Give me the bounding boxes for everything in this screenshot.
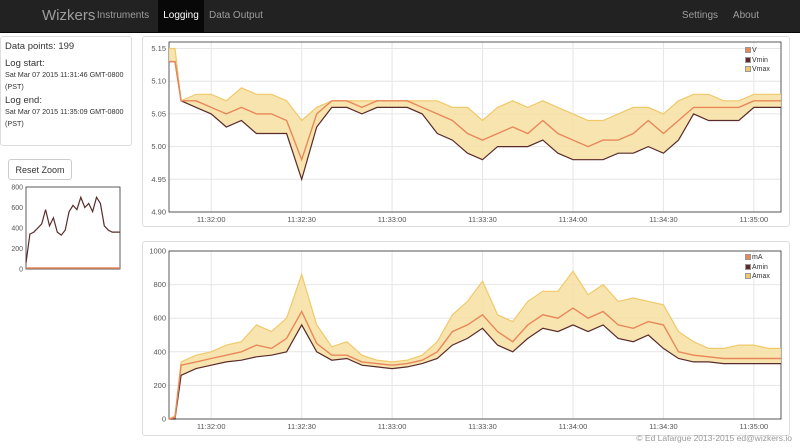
voltage-x-tick-label: 11:33:00 bbox=[378, 215, 407, 224]
legend-swatch-vmin bbox=[745, 56, 751, 63]
current-series-min bbox=[169, 323, 781, 420]
legend-label-ma: mA bbox=[752, 254, 763, 261]
current-chart[interactable]: 11:32:00 11:32:30 11:33:00 11:33:30 11:34:00… bbox=[143, 242, 791, 437]
footer-copyright: © Ed Lafargue 2013-2015 ed@wizkers.io bbox=[636, 433, 792, 443]
nav-data-output[interactable]: Data Output bbox=[209, 10, 263, 21]
legend-swatch-vmax bbox=[745, 66, 751, 72]
voltage-plot-frame bbox=[168, 41, 782, 213]
navbar: Wizkers Instruments Logging Data Output … bbox=[0, 0, 800, 33]
voltage-y-tick-label: 5.15 bbox=[151, 44, 166, 53]
current-y-tick-label: 800 bbox=[153, 280, 166, 289]
log-start-tz: (PST) bbox=[5, 82, 24, 91]
legend-label-amin: Amin bbox=[752, 263, 768, 271]
legend-swatch-amax bbox=[745, 273, 751, 279]
legend-swatch-v bbox=[745, 47, 751, 53]
overview-y-tick-label: 600 bbox=[11, 205, 23, 212]
current-x-tick-label: 11:35:00 bbox=[740, 422, 769, 431]
voltage-x-tick-label: 11:35:00 bbox=[740, 215, 769, 224]
voltage-x-tick-label: 11:32:30 bbox=[287, 215, 316, 224]
voltage-series-min bbox=[169, 61, 781, 182]
overview-series-line bbox=[25, 195, 120, 263]
current-y-tick-label: 200 bbox=[153, 381, 166, 390]
log-info-panel: Data points: 199 Log start: Sat Mar 07 2… bbox=[0, 36, 132, 146]
overview-chart[interactable]: 0 200 400 600 800 bbox=[0, 183, 124, 275]
legend-item-amin[interactable]: Amin bbox=[745, 263, 770, 273]
log-end-label: Log end: bbox=[5, 95, 42, 106]
voltage-legend: V Vmin Vmax bbox=[745, 46, 770, 75]
current-y-tick-label: 1000 bbox=[149, 247, 166, 256]
current-x-tick-label: 11:33:30 bbox=[468, 422, 497, 431]
log-end-tz: (PST) bbox=[5, 119, 24, 128]
voltage-chart-panel: 11:32:00 11:32:30 11:33:00 11:33:30 11:34:00… bbox=[142, 36, 790, 227]
current-y-tick-label: 400 bbox=[153, 347, 166, 356]
legend-item-vmin[interactable]: Vmin bbox=[745, 56, 770, 66]
current-x-tick-label: 11:32:30 bbox=[287, 422, 316, 431]
legend-label-vmax: Vmax bbox=[752, 66, 770, 73]
voltage-min-max-band bbox=[169, 48, 781, 180]
voltage-y-tick-label: 4.95 bbox=[151, 175, 166, 184]
overview-y-tick-label: 400 bbox=[11, 226, 23, 233]
voltage-y-tick-label: 5.10 bbox=[151, 77, 166, 86]
current-min-max-band bbox=[169, 271, 781, 419]
log-end-value: Sat Mar 07 2015 11:35:09 GMT-0800 bbox=[5, 107, 124, 116]
voltage-x-tick-label: 11:32:00 bbox=[197, 215, 226, 224]
current-x-tick-label: 11:33:00 bbox=[378, 422, 407, 431]
legend-label-amax: Amax bbox=[752, 273, 770, 280]
legend-item-ma[interactable]: mA bbox=[745, 253, 770, 263]
overview-y-tick-label: 800 bbox=[11, 185, 23, 192]
log-start-value: Sat Mar 07 2015 11:31:46 GMT-0800 bbox=[5, 70, 124, 79]
voltage-y-tick-label: 5.00 bbox=[151, 142, 166, 151]
legend-item-amax[interactable]: Amax bbox=[745, 272, 770, 282]
data-points-count: Data points: 199 bbox=[5, 41, 75, 52]
overview-y-tick-label: 0 bbox=[19, 267, 23, 274]
voltage-y-tick-label: 4.90 bbox=[151, 208, 166, 217]
current-x-tick-label: 11:34:30 bbox=[649, 422, 678, 431]
voltage-x-tick-label: 11:34:30 bbox=[649, 215, 678, 224]
voltage-y-tick-label: 5.05 bbox=[151, 109, 166, 118]
current-x-tick-label: 11:34:00 bbox=[559, 422, 588, 431]
current-legend: mA Amin Amax bbox=[745, 253, 770, 282]
current-series-max bbox=[168, 270, 781, 420]
current-y-tick-label: 0 bbox=[162, 415, 166, 424]
legend-swatch-ma bbox=[745, 254, 751, 260]
legend-item-vmax[interactable]: Vmax bbox=[745, 65, 770, 75]
current-x-tick-label: 11:32:00 bbox=[197, 422, 226, 431]
nav-about[interactable]: About bbox=[732, 10, 760, 21]
voltage-series-max bbox=[169, 47, 781, 122]
voltage-x-tick-label: 11:34:00 bbox=[559, 215, 588, 224]
nav-settings[interactable]: Settings bbox=[681, 10, 719, 21]
legend-label-vmin: Vmin bbox=[752, 56, 768, 64]
brand-logo[interactable]: Wizkers bbox=[42, 7, 96, 24]
legend-label-v: V bbox=[752, 47, 757, 54]
voltage-series-avg bbox=[169, 60, 781, 162]
nav-logging[interactable]: Logging bbox=[158, 0, 204, 32]
nav-instruments[interactable]: Instruments bbox=[96, 10, 150, 21]
voltage-chart[interactable]: 11:32:00 11:32:30 11:33:00 11:33:30 11:34:00… bbox=[143, 37, 791, 228]
log-start-label: Log start: bbox=[5, 58, 45, 69]
reset-zoom-button[interactable]: Reset Zoom bbox=[8, 159, 72, 180]
legend-swatch-amin bbox=[745, 263, 751, 270]
current-series-avg bbox=[168, 307, 781, 420]
current-chart-panel: 11:32:00 11:32:30 11:33:00 11:33:30 11:34:00… bbox=[142, 241, 790, 436]
overview-y-tick-label: 200 bbox=[11, 246, 23, 253]
voltage-x-tick-label: 11:33:30 bbox=[468, 215, 497, 224]
current-plot-frame bbox=[168, 250, 782, 420]
current-y-tick-label: 600 bbox=[153, 314, 166, 323]
overview-plot-frame bbox=[25, 186, 121, 270]
legend-item-v[interactable]: V bbox=[745, 46, 770, 56]
